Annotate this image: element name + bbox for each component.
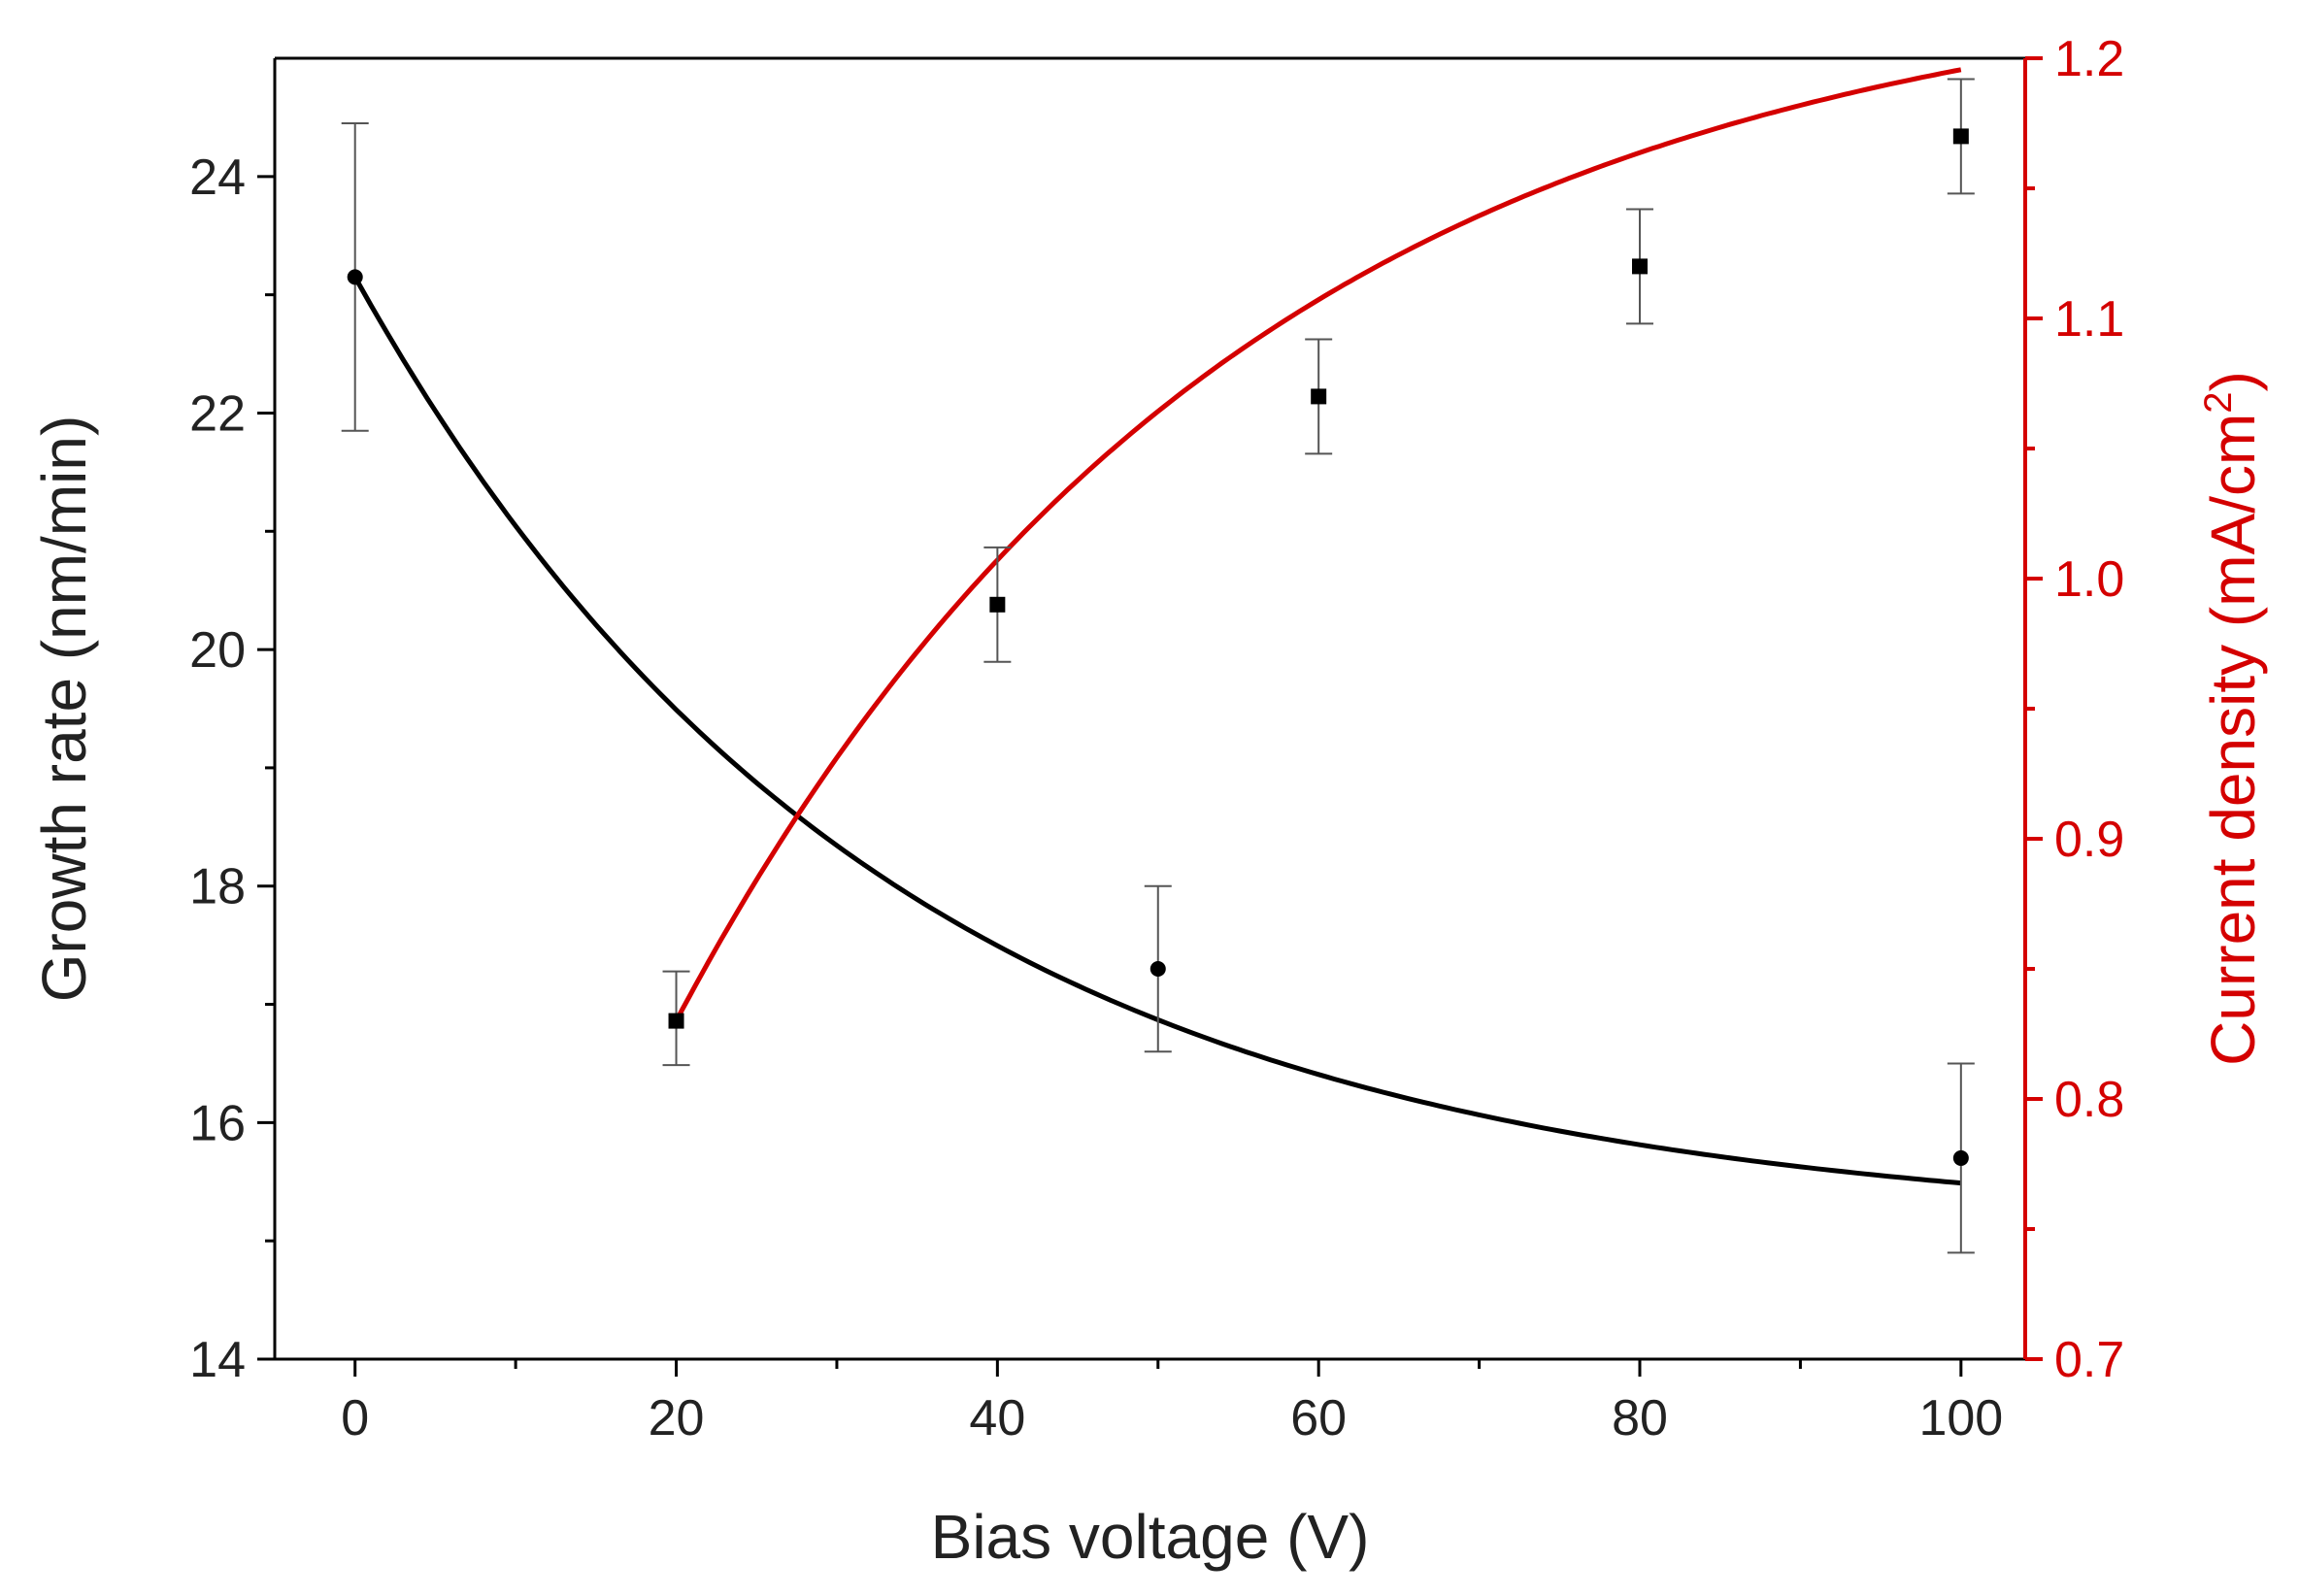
y-tick-label: 22 [189, 385, 246, 442]
y-tick-label: 18 [189, 859, 246, 915]
x-tick-label: 80 [1612, 1390, 1668, 1446]
growth-rate-series [341, 122, 1975, 1254]
data-point [1952, 1149, 1969, 1166]
x-axis-title: Bias voltage (V) [931, 1502, 1370, 1572]
data-point [989, 596, 1006, 613]
current-density-fit-curve [674, 67, 1962, 1022]
current-density-series [662, 67, 1975, 1067]
y-tick-label: 20 [189, 622, 246, 679]
y-tick-label: 24 [189, 150, 246, 206]
y2-tick-label: 1.2 [2054, 31, 2124, 87]
y2-tick-label: 0.9 [2054, 812, 2124, 868]
x-tick-label: 100 [1918, 1390, 2003, 1446]
y2-tick-label: 1.1 [2054, 291, 2124, 348]
data-point [1150, 961, 1166, 977]
y2-tick-label: 1.0 [2054, 551, 2124, 608]
y-tick-label: 16 [189, 1095, 246, 1151]
x-tick-label: 20 [649, 1390, 705, 1446]
x-tick-label: 0 [341, 1390, 369, 1446]
y2-axis-title-superscript: 2 [2197, 391, 2240, 413]
data-point [668, 1013, 684, 1029]
data-point [1632, 258, 1649, 275]
x-tick-label: 60 [1290, 1390, 1347, 1446]
series [341, 67, 1975, 1254]
y2-axis-title-main: Current density (mA/cm [2198, 414, 2268, 1066]
y2-tick-label: 0.8 [2054, 1072, 2124, 1128]
y2-axis-title-end: ) [2198, 371, 2268, 391]
y-tick-label: 14 [189, 1332, 246, 1388]
y2-tick-label: 0.7 [2054, 1332, 2124, 1388]
data-point [1311, 388, 1327, 405]
data-point [347, 269, 363, 285]
data-point [1952, 128, 1969, 145]
axes: 0 20 40 60 80 100 14 16 18 20 22 24 0.7 0.8 0.9 1.0 1.1 1… [189, 31, 2124, 1446]
y-axis-title: Growth rate (nm/min) [29, 416, 99, 1003]
x-tick-label: 40 [969, 1390, 1025, 1446]
y2-axis-title: Current density (mA/cm2) [2197, 371, 2268, 1066]
